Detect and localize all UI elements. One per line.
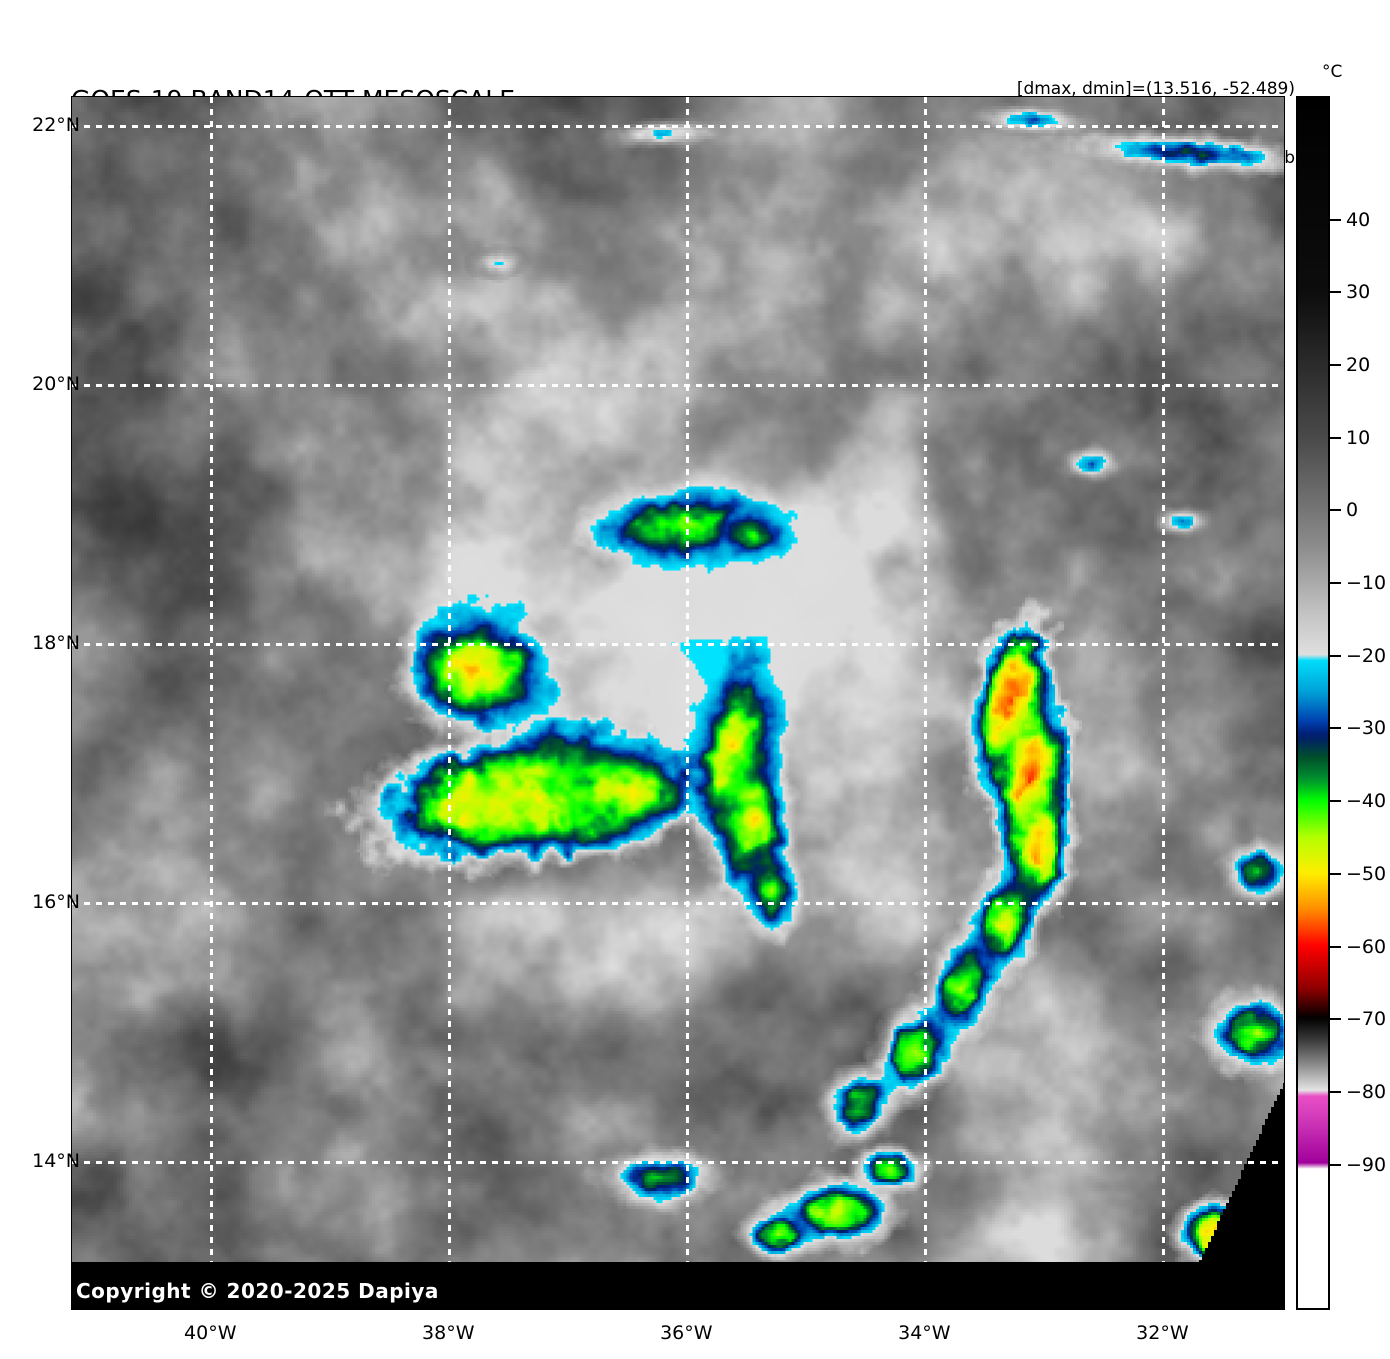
- colorbar-tick: [1330, 1018, 1341, 1021]
- colorbar-gradient: [1298, 98, 1328, 1308]
- colorbar-tick-label: −70: [1346, 1008, 1387, 1031]
- colorbar-tick: [1330, 1090, 1341, 1093]
- copyright-banner-background: [72, 1262, 1272, 1309]
- colorbar-tick-label: −90: [1346, 1153, 1387, 1176]
- colorbar-tick: [1330, 945, 1341, 948]
- colorbar-tick: [1330, 509, 1341, 512]
- colorbar-tick-label: −20: [1346, 644, 1387, 667]
- satellite-imagery-layer: [72, 97, 1284, 1309]
- colorbar-tick: [1330, 872, 1341, 875]
- colorbar-tick: [1330, 436, 1341, 439]
- colorbar-tick-label: −60: [1346, 935, 1387, 958]
- dmax-dmin-label: [dmax, dmin]=(13.516, -52.489): [1016, 79, 1295, 99]
- colorbar-tick: [1330, 582, 1341, 585]
- colorbar-tick-label: 10: [1346, 426, 1371, 449]
- longitude-tick-label: 32°W: [1136, 1322, 1189, 1344]
- latitude-tick-label: 14°N: [32, 1150, 80, 1172]
- colorbar-tick: [1330, 800, 1341, 803]
- colorbar-tick: [1330, 291, 1341, 294]
- colorbar-unit-label: °C: [1322, 62, 1343, 82]
- colorbar[interactable]: 40 30 20 10 0 −10 −20 −30 −40 −50 −60 −70 −80 −90: [1296, 96, 1386, 1310]
- copyright-label: Copyright © 2020-2025 Dapiya: [76, 1279, 439, 1303]
- longitude-tick-label: 34°W: [898, 1322, 951, 1344]
- satellite-image-plot[interactable]: [71, 96, 1285, 1310]
- latitude-tick-label: 20°N: [32, 372, 80, 395]
- colorbar-tick-label: 0: [1346, 499, 1359, 522]
- colorbar-tick-label: 20: [1346, 353, 1371, 376]
- latitude-tick-label: 18°N: [32, 631, 80, 654]
- colorbar-tick: [1330, 363, 1341, 366]
- colorbar-tick: [1330, 218, 1341, 221]
- colorbar-tick: [1330, 727, 1341, 730]
- latitude-tick-label: 16°N: [32, 890, 80, 913]
- longitude-tick-label: 40°W: [184, 1322, 237, 1344]
- colorbar-tick-label: −40: [1346, 790, 1387, 813]
- colorbar-tick-label: −50: [1346, 862, 1387, 885]
- latitude-tick-label: 22°N: [32, 113, 80, 136]
- colorbar-tick-label: 40: [1346, 208, 1371, 231]
- colorbar-tick-label: −10: [1346, 572, 1387, 595]
- colorbar-tick: [1330, 654, 1341, 657]
- brightness-temperature-raster: [72, 97, 1284, 1309]
- colorbar-tick-label: −80: [1346, 1080, 1387, 1103]
- colorbar-frame: [1296, 96, 1330, 1310]
- colorbar-tick-label: 30: [1346, 281, 1371, 304]
- colorbar-tick: [1330, 1163, 1341, 1166]
- colorbar-tick-label: −30: [1346, 717, 1387, 740]
- longitude-tick-label: 38°W: [422, 1322, 475, 1344]
- longitude-tick-label: 36°W: [660, 1322, 713, 1344]
